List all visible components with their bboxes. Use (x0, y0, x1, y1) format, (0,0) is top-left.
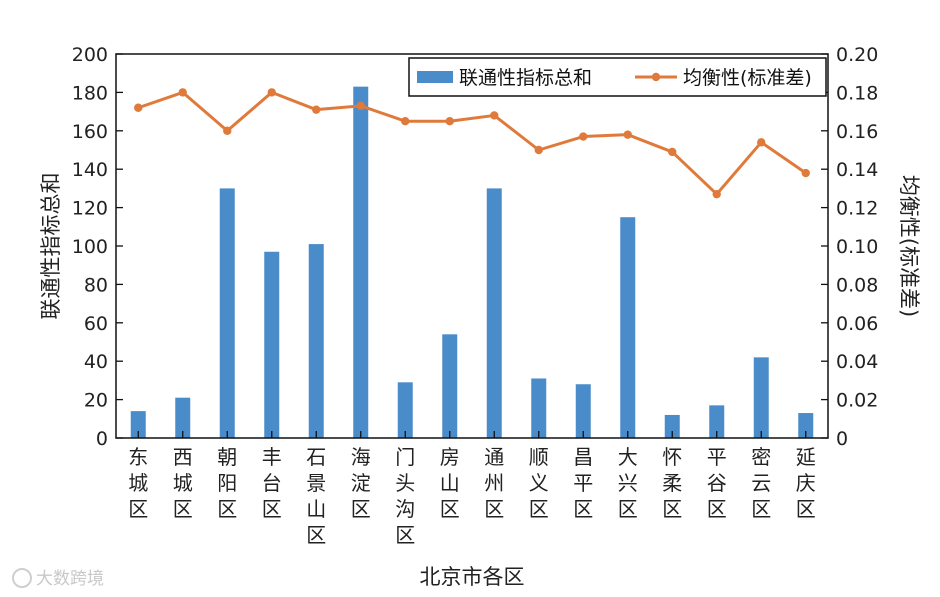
plot-frame (115, 53, 829, 439)
left-tick-label: 160 (72, 121, 108, 143)
right-tick-label: 0.12 (836, 198, 878, 220)
bar (753, 357, 769, 438)
category-label: 怀柔区 (662, 445, 682, 521)
line-point (267, 88, 276, 97)
legend-line-label: 均衡性(标准差) (683, 67, 812, 89)
category-label: 门头沟区 (395, 445, 415, 547)
category-label: 大兴区 (618, 445, 638, 521)
right-tick-label: 0.06 (836, 313, 878, 335)
line-point (134, 103, 143, 112)
line-point (401, 117, 410, 126)
category-label: 延庆区 (796, 445, 816, 521)
category-label: 东城区 (128, 445, 148, 521)
category-label: 昌平区 (573, 445, 593, 521)
bar (397, 382, 413, 438)
bar (709, 405, 725, 438)
left-tick-label: 180 (72, 82, 108, 104)
y2-axis-title: 均衡性(标准差) (897, 175, 921, 317)
line-point (579, 132, 588, 141)
line-point (623, 130, 632, 139)
y-axis-title: 联通性指标总和 (39, 173, 63, 320)
bar (219, 188, 235, 438)
bar (175, 397, 191, 438)
category-label: 顺义区 (529, 445, 549, 521)
line-point (757, 138, 766, 147)
left-axis-ticks: 0 20 40 60 80 100 120 140 160 180 200 (72, 44, 123, 450)
category-label: 西城区 (173, 445, 193, 521)
x-axis-title: 北京市各区 (420, 565, 525, 589)
bar (264, 251, 280, 438)
watermark-text: 大数跨境 (36, 569, 104, 589)
left-tick-label: 20 (84, 390, 108, 412)
legend-line-marker (651, 72, 661, 82)
bar (798, 413, 814, 438)
bar (130, 411, 146, 438)
right-axis-ticks: 0 0.02 0.04 0.06 0.08 0.10 0.12 0.14 0.16 0.18 0.2… (821, 44, 878, 450)
line-point (178, 88, 187, 97)
category-label: 朝阳区 (217, 445, 237, 521)
category-labels: 东城区 西城区 朝阳区 丰台区 石景山区 海淀区 门头沟区 房山区 通州区 顺义区 昌平区 大兴区 怀柔… (128, 431, 816, 547)
watermark-logo-icon (12, 568, 32, 588)
plot-border (115, 53, 829, 439)
left-tick-label: 60 (84, 313, 108, 335)
right-tick-label: 0 (836, 428, 848, 450)
left-tick-label: 120 (72, 198, 108, 220)
legend-bar-swatch (417, 71, 453, 83)
bar (531, 378, 547, 438)
legend-bar-label: 联通性指标总和 (459, 67, 592, 89)
line-point (445, 117, 454, 126)
legend: 联通性指标总和 均衡性(标准差) (408, 57, 827, 97)
bar (664, 414, 680, 438)
category-label: 通州区 (484, 445, 504, 521)
category-label: 丰台区 (262, 445, 282, 521)
bar (620, 217, 636, 438)
category-label: 房山区 (440, 445, 460, 521)
right-tick-label: 0.04 (836, 351, 878, 373)
right-tick-label: 0.02 (836, 390, 878, 412)
line-point (223, 126, 232, 135)
line-point (356, 101, 365, 111)
right-tick-label: 0.18 (836, 82, 878, 104)
line-point (668, 147, 677, 157)
right-tick-label: 0.08 (836, 274, 878, 296)
left-tick-label: 140 (72, 159, 108, 181)
bar (575, 384, 591, 438)
right-tick-label: 0.20 (836, 44, 878, 66)
line-point (490, 111, 499, 120)
right-tick-label: 0.14 (836, 159, 878, 181)
bar (442, 334, 458, 438)
category-label: 石景山区 (306, 445, 326, 547)
line-series (134, 88, 810, 199)
watermark: 大数跨境 (12, 568, 104, 589)
bar (308, 244, 324, 438)
left-tick-label: 100 (72, 236, 108, 258)
left-tick-label: 200 (72, 44, 108, 66)
legend-box (408, 57, 827, 97)
line-point (534, 145, 543, 155)
left-tick-label: 40 (84, 351, 108, 373)
bar (353, 86, 369, 438)
line-point (801, 168, 810, 178)
right-tick-label: 0.10 (836, 236, 878, 258)
category-label: 密云区 (751, 445, 771, 521)
left-tick-label: 80 (84, 274, 108, 296)
bar (486, 188, 502, 438)
category-label: 平谷区 (707, 445, 727, 521)
line-point (712, 189, 721, 199)
right-tick-label: 0.16 (836, 121, 878, 143)
series-line (137, 90, 807, 196)
line-point (312, 105, 321, 114)
bar-series (130, 86, 814, 438)
category-label: 海淀区 (351, 445, 371, 521)
left-tick-label: 0 (96, 428, 108, 450)
